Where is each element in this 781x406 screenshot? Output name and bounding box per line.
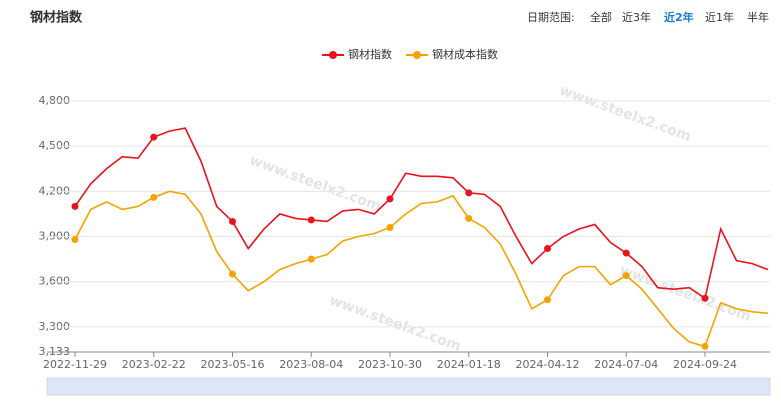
point-marker <box>229 270 236 278</box>
x-tick-label: 2023-10-30 <box>358 358 422 371</box>
point-marker <box>465 214 473 222</box>
series-line <box>74 127 769 300</box>
range-option[interactable]: 近1年 <box>705 10 734 24</box>
zoom-window[interactable] <box>47 378 770 395</box>
x-tick-label: 2024-07-04 <box>594 358 658 371</box>
point-marker <box>71 202 79 210</box>
watermark: www.steelx2.com <box>247 152 383 214</box>
legend-label[interactable]: 钢材指数 <box>348 47 392 61</box>
x-tick-label: 2023-02-22 <box>122 358 186 371</box>
page-title: 钢材指数 <box>30 10 83 26</box>
watermark: www.steelx2.com <box>617 262 753 324</box>
x-tick-label: 2024-09-24 <box>673 358 737 371</box>
point-marker <box>544 245 551 253</box>
point-marker <box>544 296 551 304</box>
point-marker <box>622 249 630 257</box>
legend-label[interactable]: 钢材成本指数 <box>432 47 498 61</box>
range-option[interactable]: 近3年 <box>622 10 651 24</box>
legend-marker <box>329 51 337 59</box>
point-marker <box>150 193 158 201</box>
range-label: 日期范围: <box>527 10 575 24</box>
point-marker <box>307 255 315 263</box>
x-tick-label: 2024-01-18 <box>437 358 501 371</box>
point-marker <box>150 133 158 141</box>
point-marker <box>307 216 315 224</box>
point-marker <box>465 189 473 197</box>
legend: 钢材指数 钢材成本指数 <box>322 47 498 61</box>
point-marker <box>71 236 79 244</box>
series-line <box>74 190 769 348</box>
point-marker <box>701 294 709 302</box>
point-marker <box>386 223 394 231</box>
x-tick-label: 2023-08-04 <box>279 358 343 371</box>
range-options: 全部 近3年 近2年 近1年 半年 <box>590 10 769 24</box>
x-tick-label: 2022-11-29 <box>43 358 107 371</box>
range-option[interactable]: 半年 <box>747 10 769 24</box>
watermarks: www.steelx2.com www.steelx2.com www.steelx… <box>247 82 753 354</box>
watermark: www.steelx2.com <box>557 82 693 144</box>
watermark: www.steelx2.com <box>327 292 463 354</box>
point-marker <box>229 217 236 225</box>
x-tick-label: 2023-05-16 <box>201 358 265 371</box>
legend-marker <box>413 51 421 59</box>
range-option[interactable]: 全部 <box>590 10 612 24</box>
point-marker <box>386 195 394 203</box>
range-option[interactable]: 近2年 <box>664 10 694 24</box>
point-marker <box>622 272 630 280</box>
x-tick-label: 2024-04-12 <box>516 358 580 371</box>
point-marker <box>701 342 709 350</box>
